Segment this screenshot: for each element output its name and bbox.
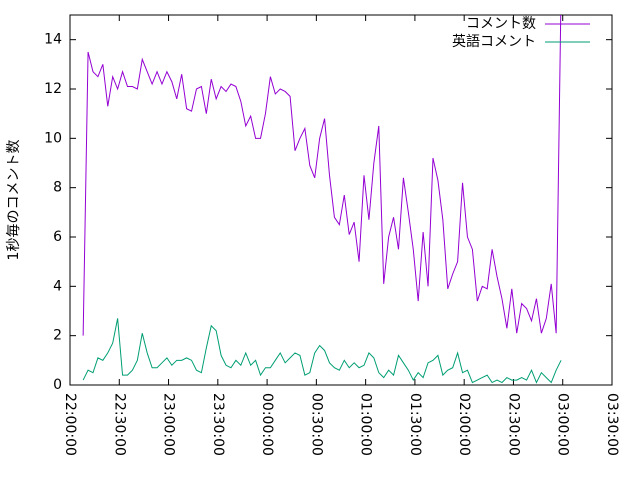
legend-label: 英語コメント	[452, 33, 536, 50]
y-tick-label: 8	[53, 180, 62, 196]
y-tick-label: 4	[53, 278, 62, 294]
x-tick-label: 00:00:00	[259, 393, 275, 456]
x-tick-label: 23:30:00	[210, 393, 226, 456]
series-line	[82, 318, 562, 384]
plot-area	[82, 15, 562, 384]
x-tick-label: 01:30:00	[407, 393, 423, 456]
y-tick-label: 0	[53, 377, 62, 393]
x-tick-label: 02:30:00	[505, 393, 521, 456]
x-tick-label: 02:00:00	[456, 393, 472, 456]
y-tick-label: 6	[53, 229, 62, 245]
x-tick-label: 00:30:00	[308, 393, 324, 456]
plot-border	[69, 14, 613, 386]
x-tick-label: 22:30:00	[111, 393, 127, 456]
y-tick-label: 14	[44, 32, 62, 48]
legend-label: コメント数	[466, 16, 536, 32]
series-line	[82, 15, 562, 336]
x-tick-label: 23:00:00	[161, 393, 177, 456]
y-tick-label: 12	[44, 81, 62, 97]
y-tick-label: 2	[53, 328, 62, 344]
x-tick-label: 22:00:00	[62, 393, 78, 456]
x-tick-label: 03:30:00	[604, 393, 620, 456]
y-tick-label: 10	[44, 130, 62, 146]
y-axis-label: 1秒毎のコメント数	[6, 140, 22, 261]
x-tick-label: 03:00:00	[555, 393, 571, 456]
x-tick-label: 01:00:00	[358, 393, 374, 456]
